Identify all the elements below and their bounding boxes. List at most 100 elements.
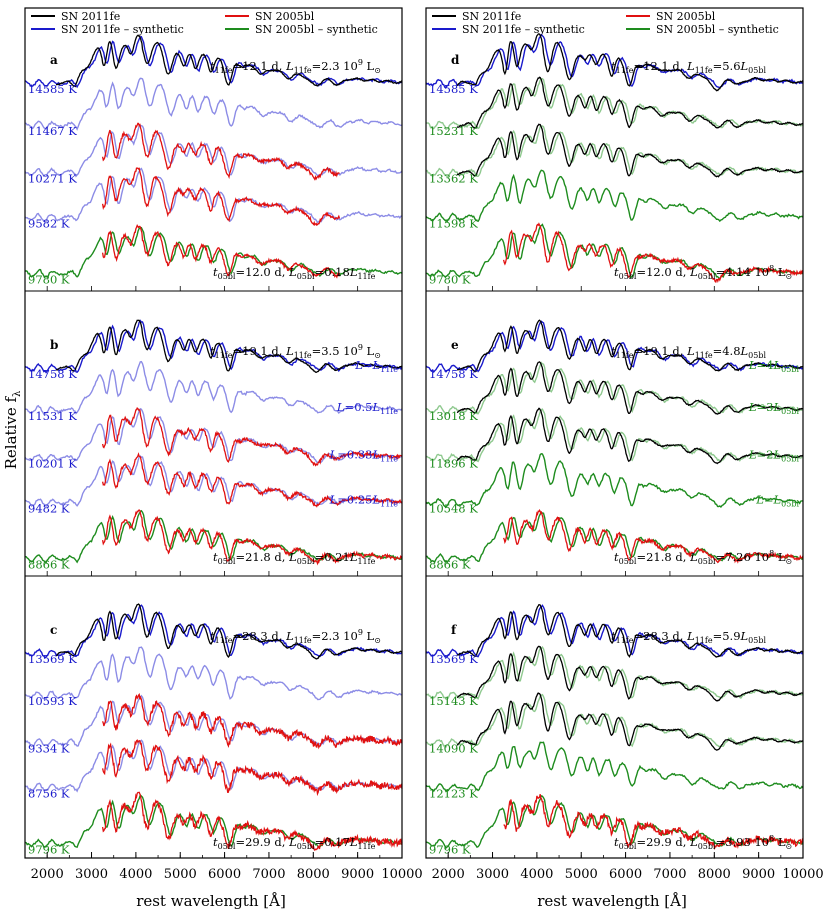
- temperature-label: 14585 K: [429, 82, 478, 96]
- series-line-observed: [101, 693, 403, 750]
- annotation-part: =2.3 10: [312, 629, 358, 643]
- x-tick-label: 3000: [75, 867, 108, 882]
- temperature-label: 13018 K: [429, 409, 478, 423]
- series-line-observed: [55, 319, 403, 373]
- annotation-part: t: [611, 59, 616, 73]
- annotation-part: 8: [769, 264, 774, 273]
- annotation-part: L: [288, 265, 297, 279]
- annotation-part: 11fe: [294, 66, 312, 75]
- temperature-label: 9582 K: [28, 216, 70, 230]
- annotation-part: 8: [769, 549, 774, 558]
- annotation-part: 11fe: [357, 842, 375, 851]
- annotation-part: 0.33: [347, 448, 373, 462]
- annotation-part: 11fe: [380, 455, 398, 464]
- annotation-part: =29.9 d,: [235, 835, 289, 849]
- annotation-part: 11fe: [380, 499, 398, 508]
- series-line-synthetic: [24, 167, 403, 224]
- annotation-part: L: [285, 59, 294, 73]
- series-line-observed: [456, 33, 804, 92]
- temperature-label: 15143 K: [429, 694, 478, 708]
- annotation-part: t: [213, 550, 218, 564]
- temperature-label: 13569 K: [28, 652, 77, 666]
- annotation-part: t: [611, 629, 616, 643]
- x-tick-label: 9000: [742, 867, 775, 882]
- series-line-synthetic: [24, 694, 403, 748]
- luminosity-label: L=0.25L11fe: [329, 492, 399, 508]
- annotation-part: L: [329, 448, 338, 462]
- panel-letter: b: [50, 338, 58, 352]
- epoch-annotation: t11fe=12.1 d, L11fe=5.6L05bl: [611, 59, 766, 75]
- annotation-part: L: [329, 492, 338, 506]
- axes-frame: [425, 7, 804, 859]
- annotation-part: =5.9: [713, 629, 741, 643]
- annotation-part: =0.21: [315, 550, 350, 564]
- annotation-part: 11fe: [215, 636, 233, 645]
- annotation-part: L: [748, 448, 757, 462]
- annotation-part: L: [773, 448, 782, 462]
- annotation-part: t: [210, 629, 215, 643]
- annotation-part: 05bl: [781, 365, 799, 374]
- epoch-annotation: t05bl=29.9 d, L05bl=0.17L11fe: [213, 835, 376, 851]
- temperature-label: 13569 K: [429, 652, 478, 666]
- annotation-part: 9: [358, 628, 363, 637]
- series-line-synthetic: [24, 360, 403, 416]
- annotation-part: 05bl: [297, 272, 315, 281]
- legend-label: SN 2011fe: [462, 10, 521, 23]
- annotation-part: L: [354, 358, 363, 372]
- x-tick-label: 6000: [609, 867, 642, 882]
- annotation-part: 05bl: [748, 66, 766, 75]
- annotation-part: 0.25: [347, 492, 373, 506]
- annotation-part: L: [285, 344, 294, 358]
- annotation-part: =29.9 d,: [636, 835, 690, 849]
- annotation-part: t: [614, 835, 619, 849]
- annotation-part: L: [371, 492, 380, 506]
- annotation-part: 05bl: [218, 842, 236, 851]
- annotation-part: 05bl: [781, 455, 799, 464]
- annotation-part: L: [349, 265, 358, 279]
- annotation-part: L: [755, 492, 764, 506]
- x-tick-label: 6000: [208, 867, 241, 882]
- temperature-label: 11531 K: [28, 409, 77, 423]
- y-axis-label-sub: λ: [12, 390, 23, 397]
- annotation-part: 05bl: [619, 557, 637, 566]
- annotation-part: ⊙: [785, 842, 792, 851]
- epoch-annotation: t05bl=21.8 d, L05bl=7.26 108 L⊙: [614, 549, 792, 566]
- annotation-part: 11fe: [695, 636, 713, 645]
- temperature-label: 11598 K: [429, 216, 478, 230]
- annotation-part: L: [371, 400, 380, 414]
- annotation-part: 05bl: [781, 407, 799, 416]
- temperature-label: 8756 K: [28, 786, 70, 800]
- series-line-synthetic: [425, 795, 804, 849]
- annotation-part: ⊙: [374, 351, 381, 360]
- series-line-synthetic: [24, 739, 403, 793]
- annotation-part: =4.8: [713, 344, 741, 358]
- series-line-observed: [456, 645, 804, 702]
- series-line-observed: [101, 739, 403, 797]
- annotation-part: 05bl: [218, 272, 236, 281]
- series-line-observed: [101, 791, 403, 852]
- luminosity-label: L=3L05bl: [748, 400, 800, 416]
- legend-label: SN 2005bl: [656, 10, 716, 23]
- x-tick-label: 4000: [520, 867, 553, 882]
- series-line-synthetic: [425, 453, 803, 509]
- x-tick-label: 8000: [698, 867, 731, 882]
- annotation-part: =: [757, 400, 767, 414]
- series-line-synthetic: [425, 693, 803, 749]
- svg-text:Relative fλ: Relative fλ: [2, 390, 23, 469]
- annotation-part: ⊙: [374, 636, 381, 645]
- annotation-part: =7.26 10: [716, 550, 770, 564]
- series-line-synthetic: [425, 169, 804, 223]
- annotation-part: 11fe: [380, 365, 398, 374]
- x-tick-label: 5000: [164, 867, 197, 882]
- annotation-part: ⊙: [785, 557, 792, 566]
- series-line-synthetic: [425, 741, 804, 793]
- annotation-part: =4.14 10: [716, 265, 770, 279]
- annotation-part: =21.8 d,: [235, 550, 289, 564]
- annotation-part: =21.8 d,: [636, 550, 690, 564]
- legend-label: SN 2011fe – synthetic: [462, 23, 585, 36]
- annotation-part: L: [740, 59, 749, 73]
- annotation-part: L: [748, 358, 757, 372]
- annotation-part: 05bl: [297, 557, 315, 566]
